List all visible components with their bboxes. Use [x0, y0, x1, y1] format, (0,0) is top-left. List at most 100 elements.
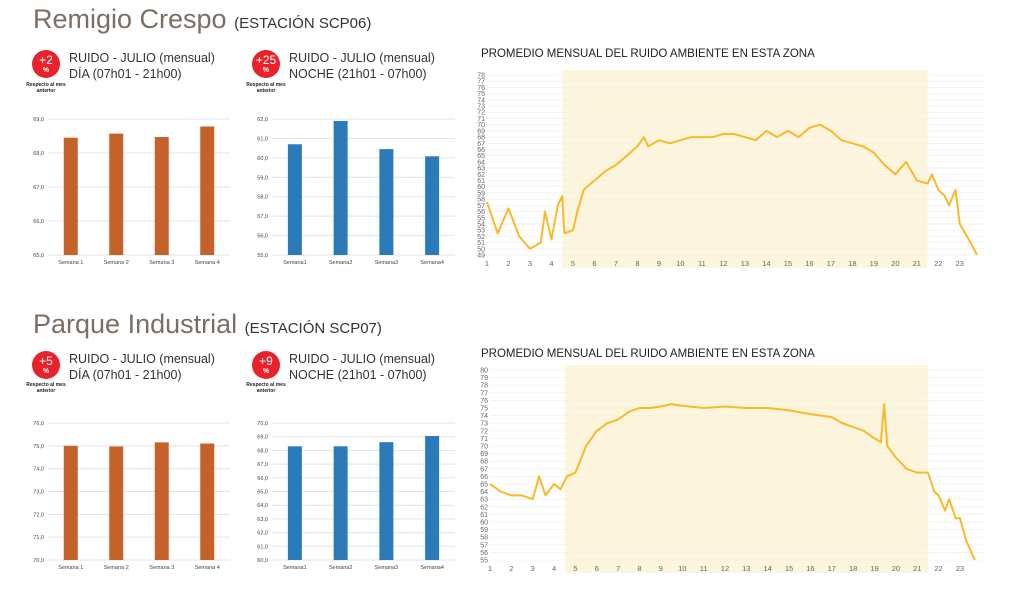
y-tick-label: 68	[480, 459, 488, 466]
x-tick-label: 16	[806, 564, 814, 573]
y-tick-label: 65	[480, 482, 488, 489]
day-change-badge: +5%	[32, 351, 60, 379]
y-tick-label: 68,0	[33, 151, 44, 157]
x-tick-label: 23	[956, 259, 964, 268]
y-tick-label: 80	[480, 368, 488, 375]
x-tick-label: 6	[595, 564, 599, 573]
x-tick-label: Semana 1	[58, 260, 83, 266]
station-section-remigio-crespo: Remigio Crespo (ESTACIÓN SCP06) +2% Resp…	[0, 0, 1014, 290]
y-tick-label: 50	[477, 246, 485, 253]
y-tick-label: 54	[477, 221, 485, 228]
x-tick-label: 7	[616, 564, 620, 573]
station-section-parque-industrial: Parque Industrial (ESTACIÓN SCP07) +5% R…	[0, 305, 1014, 595]
x-tick-label: Semana2	[329, 260, 353, 266]
x-tick-label: 17	[828, 564, 836, 573]
y-tick-label: 66,0	[257, 476, 268, 482]
y-tick-label: 66	[477, 147, 485, 154]
x-tick-label: 20	[891, 259, 899, 268]
y-tick-label: 58,0	[257, 195, 268, 201]
y-tick-label: 60	[480, 520, 488, 527]
x-tick-label: 3	[531, 564, 535, 573]
y-tick-label: 65,0	[33, 253, 44, 259]
y-tick-label: 64,0	[257, 503, 268, 509]
y-tick-label: 61,0	[257, 136, 268, 142]
y-tick-label: 57	[480, 542, 488, 549]
x-tick-label: 2	[509, 564, 513, 573]
night-chart-header: RUIDO - JULIO (mensual) NOCHE (21h01 - 07…	[289, 352, 435, 382]
y-tick-label: 56	[477, 209, 485, 216]
station-title: Parque Industrial (ESTACIÓN SCP07)	[33, 309, 382, 339]
bar	[287, 144, 302, 255]
y-tick-label: 73,0	[33, 490, 44, 496]
x-tick-label: 22	[934, 564, 942, 573]
x-tick-label: Semana 1	[58, 565, 83, 571]
y-tick-label: 61	[477, 178, 485, 185]
bar	[379, 149, 394, 255]
y-tick-label: 62	[480, 504, 488, 511]
x-tick-label: 7	[614, 259, 618, 268]
y-tick-label: 56,0	[257, 234, 268, 240]
y-tick-label: 55,0	[257, 253, 268, 259]
x-tick-label: Semana 4	[195, 260, 220, 266]
x-tick-label: Semana1	[283, 260, 307, 266]
x-tick-label: 15	[785, 564, 793, 573]
x-tick-label: 14	[764, 564, 772, 573]
bar	[154, 137, 169, 255]
bar	[379, 442, 394, 560]
y-tick-label: 78	[480, 383, 488, 390]
y-tick-label: 59	[477, 190, 485, 197]
x-tick-label: 1	[488, 564, 492, 573]
y-tick-label: 72,0	[33, 512, 44, 518]
y-tick-label: 63	[480, 497, 488, 504]
x-tick-label: 12	[721, 564, 729, 573]
y-tick-label: 69	[480, 451, 488, 458]
y-tick-label: 62,0	[257, 531, 268, 537]
y-tick-label: 74	[480, 413, 488, 420]
x-tick-label: 11	[698, 259, 706, 268]
y-tick-label: 68	[477, 135, 485, 142]
x-tick-label: 4	[549, 259, 553, 268]
badge-note: Respecto al mes anterior	[26, 382, 66, 394]
x-tick-label: 8	[635, 259, 639, 268]
x-tick-label: Semana 4	[195, 565, 220, 571]
x-tick-label: 13	[741, 259, 749, 268]
x-tick-label: 21	[913, 259, 921, 268]
y-tick-label: 66	[480, 474, 488, 481]
y-tick-label: 74,0	[33, 467, 44, 473]
x-tick-label: 22	[934, 259, 942, 268]
y-tick-label: 67	[477, 141, 485, 148]
y-tick-label: 58	[480, 535, 488, 542]
x-tick-label: 17	[827, 259, 835, 268]
day-chart-header: RUIDO - JULIO (mensual) DÍA (07h01 - 21h0…	[69, 51, 215, 81]
x-tick-label: 4	[552, 564, 556, 573]
y-tick-label: 75	[480, 406, 488, 413]
x-tick-label: Semana4	[420, 565, 444, 571]
y-tick-label: 59,0	[257, 175, 268, 181]
bar	[200, 443, 215, 560]
badge-note: Respecto al mes anterior	[246, 82, 286, 94]
x-tick-label: Semana3	[375, 260, 399, 266]
y-tick-label: 71	[480, 436, 488, 443]
x-tick-label: 9	[657, 259, 661, 268]
y-tick-label: 67	[480, 466, 488, 473]
bar	[109, 446, 124, 560]
y-tick-label: 72	[477, 110, 485, 117]
x-tick-label: 8	[637, 564, 641, 573]
y-tick-label: 61,0	[257, 544, 268, 550]
x-tick-label: 13	[742, 564, 750, 573]
y-tick-label: 60,0	[257, 156, 268, 162]
y-tick-label: 78	[477, 73, 485, 80]
night-change-badge: +25%	[252, 50, 280, 78]
y-tick-label: 55	[480, 558, 488, 565]
x-tick-label: 15	[784, 259, 792, 268]
x-tick-label: Semana 3	[149, 260, 174, 266]
y-tick-label: 79	[480, 375, 488, 382]
y-tick-label: 67,0	[33, 185, 44, 191]
x-tick-label: Semana1	[283, 565, 307, 571]
x-tick-label: 3	[528, 259, 532, 268]
line-chart-title: PROMEDIO MENSUAL DEL RUIDO AMBIENTE EN E…	[481, 348, 815, 360]
y-tick-label: 49	[477, 253, 485, 260]
y-tick-label: 68,0	[257, 448, 268, 454]
y-tick-label: 59	[480, 527, 488, 534]
x-tick-label: 2	[506, 259, 510, 268]
